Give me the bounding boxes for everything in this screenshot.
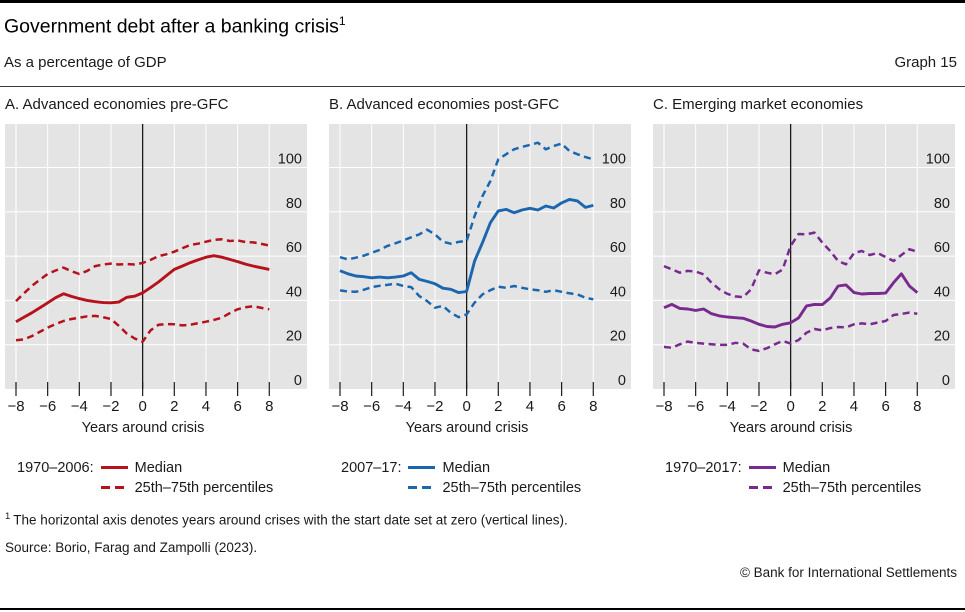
panel-b-title: B. Advanced economies post-GFC: [329, 95, 560, 113]
panel-c: C. Emerging market economies 0 20 40 60 80 10…: [653, 96, 955, 496]
svg-text:20: 20: [934, 328, 950, 344]
footnote-marker: 1: [5, 510, 11, 522]
median-line-sample: [100, 466, 128, 470]
svg-text:−8: −8: [331, 398, 348, 415]
svg-text:−6: −6: [363, 398, 380, 415]
chart-panels: A. Advanced economies pre-GFC 0 20 40 60 80 1…: [0, 96, 965, 496]
percentiles-line-sample: [100, 486, 128, 490]
svg-text:100: 100: [926, 151, 950, 167]
footnote: 1 The horizontal axis denotes years aroun…: [0, 511, 965, 528]
svg-text:−6: −6: [687, 398, 704, 415]
svg-text:40: 40: [610, 284, 626, 300]
panel-c-legend: 1970–2017: Median 25th–75th percentiles: [665, 460, 921, 496]
median-line-sample: [748, 466, 776, 470]
panel-b-legend: 2007–17: Median 25th–75th percentiles: [341, 460, 581, 496]
panel-c-x-axis-title: Years around crisis: [729, 419, 853, 436]
page-subtitle: As a percentage of GDP: [4, 53, 167, 71]
percentiles-line-sample: [408, 486, 436, 490]
title-footnote-marker: 1: [338, 14, 346, 28]
svg-text:4: 4: [202, 398, 210, 415]
svg-text:−2: −2: [426, 398, 443, 415]
svg-text:80: 80: [610, 195, 626, 211]
svg-text:80: 80: [934, 195, 950, 211]
legend-median-label: Median: [442, 459, 491, 476]
svg-text:4: 4: [850, 398, 858, 415]
source-line: Source: Borio, Farag and Zampolli (2023)…: [5, 540, 258, 556]
legend-median-label: Median: [134, 459, 183, 476]
svg-text:20: 20: [610, 328, 626, 344]
svg-text:60: 60: [610, 240, 626, 256]
subtitle-row: As a percentage of GDP Graph 15: [0, 54, 965, 71]
svg-text:2: 2: [494, 398, 502, 415]
svg-text:−4: −4: [719, 398, 736, 415]
median-line-sample: [408, 466, 436, 470]
panel-a-plot: 0 20 40 60 80 100 −8 −6 −4 −2 0 2 4 6 8: [5, 123, 307, 415]
svg-text:60: 60: [286, 240, 302, 256]
svg-text:0: 0: [786, 398, 794, 415]
panel-a-title: A. Advanced economies pre-GFC: [5, 95, 229, 113]
page-title-text: Government debt after a banking crisis: [4, 15, 339, 38]
svg-text:−4: −4: [71, 398, 88, 415]
header-divider: [0, 85, 965, 87]
panel-a: A. Advanced economies pre-GFC 0 20 40 60 80 1…: [5, 96, 307, 496]
legend-period-label: 1970–2006:: [17, 459, 94, 476]
svg-text:−8: −8: [655, 398, 672, 415]
svg-text:−4: −4: [395, 398, 412, 415]
svg-text:100: 100: [278, 151, 302, 167]
panel-c-plot: 0 20 40 60 80 100 −8 −6 −4 −2 0 2 4 6 8: [653, 123, 955, 415]
panel-b-x-axis-title: Years around crisis: [405, 419, 529, 436]
svg-text:−8: −8: [7, 398, 24, 415]
percentiles-line-sample: [748, 486, 776, 490]
legend-period-label: 2007–17:: [341, 459, 402, 476]
footnote-text: The horizontal axis denotes years around…: [13, 512, 568, 528]
svg-text:2: 2: [818, 398, 826, 415]
svg-text:8: 8: [589, 398, 597, 415]
svg-text:−2: −2: [102, 398, 119, 415]
svg-text:6: 6: [881, 398, 889, 415]
header: Government debt after a banking crisis1: [0, 3, 965, 39]
legend-percentiles-label: 25th–75th percentiles: [134, 479, 274, 496]
svg-text:−2: −2: [750, 398, 767, 415]
svg-text:60: 60: [934, 240, 950, 256]
panel-b-plot: 0 20 40 60 80 100 −8 −6 −4 −2 0 2 4 6 8: [329, 123, 631, 415]
panel-b: B. Advanced economies post-GFC 0 20 40 60 80…: [329, 96, 631, 496]
svg-text:0: 0: [138, 398, 146, 415]
panel-a-x-axis-title: Years around crisis: [81, 419, 205, 436]
svg-text:40: 40: [934, 284, 950, 300]
svg-text:8: 8: [265, 398, 273, 415]
svg-text:20: 20: [286, 328, 302, 344]
svg-text:0: 0: [618, 373, 626, 389]
page-title: Government debt after a banking crisis1: [4, 14, 957, 39]
top-border: [0, 0, 965, 3]
legend-median-label: Median: [782, 459, 831, 476]
legend-percentiles-label: 25th–75th percentiles: [782, 479, 922, 496]
svg-text:4: 4: [526, 398, 534, 415]
svg-text:8: 8: [913, 398, 921, 415]
panel-a-legend: 1970–2006: Median 25th–75th percentiles: [17, 460, 273, 496]
svg-text:80: 80: [286, 195, 302, 211]
svg-text:6: 6: [233, 398, 241, 415]
svg-text:6: 6: [557, 398, 565, 415]
svg-text:0: 0: [462, 398, 470, 415]
panel-c-title: C. Emerging market economies: [653, 95, 864, 113]
svg-text:100: 100: [602, 151, 626, 167]
svg-text:40: 40: [286, 284, 302, 300]
graph-number-label: Graph 15: [894, 53, 957, 71]
svg-text:0: 0: [294, 373, 302, 389]
bottom-border: [0, 608, 965, 610]
legend-percentiles-label: 25th–75th percentiles: [442, 479, 582, 496]
svg-text:−6: −6: [39, 398, 56, 415]
svg-text:0: 0: [942, 373, 950, 389]
svg-text:2: 2: [170, 398, 178, 415]
legend-period-label: 1970–2017:: [665, 459, 742, 476]
copyright-line: © Bank for International Settlements: [739, 565, 957, 581]
